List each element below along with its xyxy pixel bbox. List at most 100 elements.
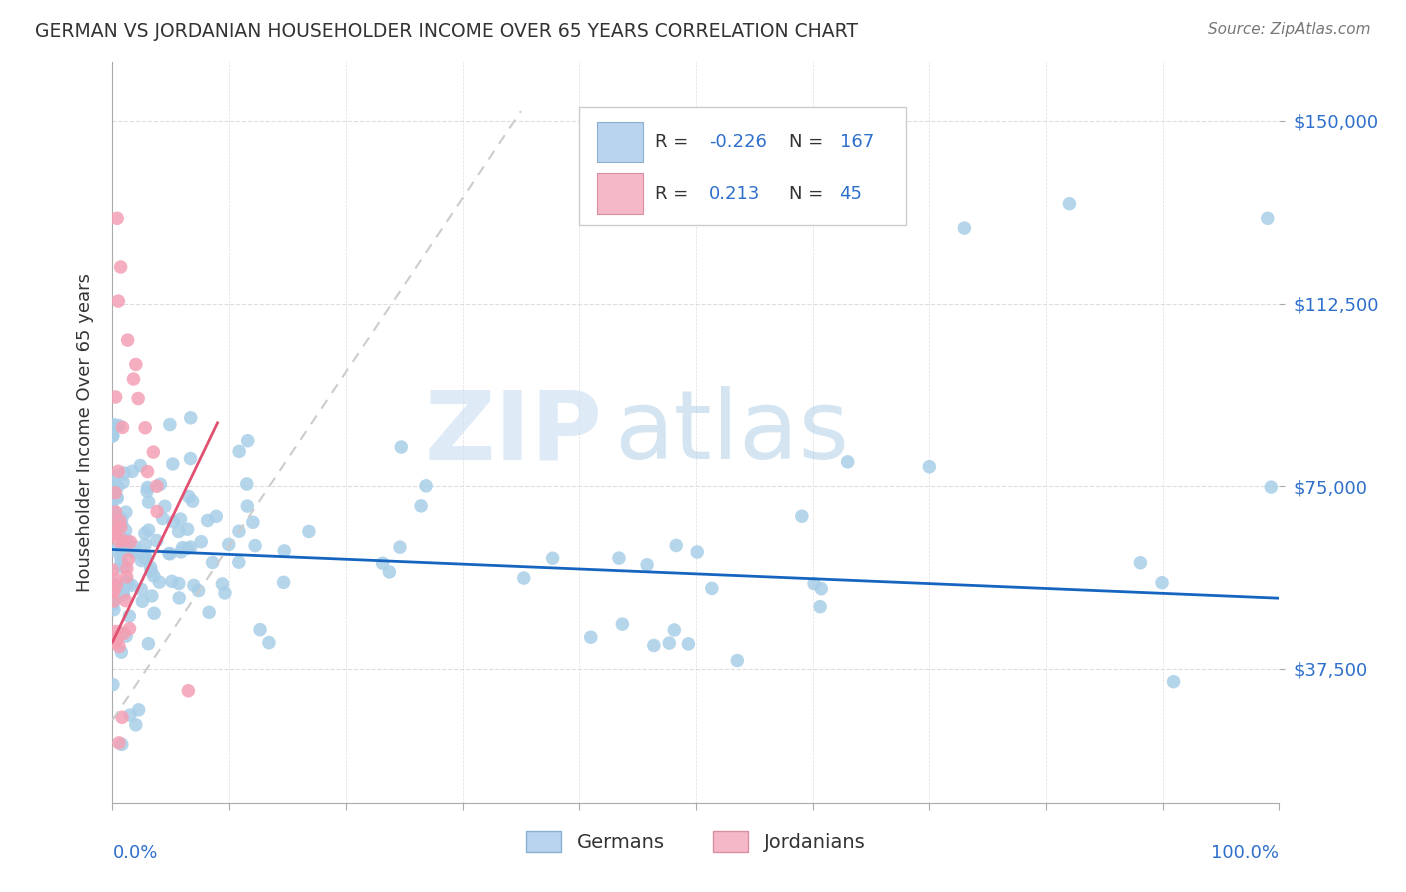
Point [110,260,132,274]
Point [120,534,142,549]
Point [111,420,134,434]
Point [110,541,132,555]
Point [104,390,127,404]
Point [125,358,148,372]
Point [110,555,132,569]
Point [236,477,259,491]
Text: 100.0%: 100.0% [1212,844,1279,862]
Point [104,478,127,492]
Point [112,588,135,602]
Point [104,509,127,524]
Point [607,551,630,566]
Point [117,552,139,566]
Text: 0.0%: 0.0% [112,844,157,862]
Point [114,533,136,547]
Y-axis label: Householder Income Over 65 years: Householder Income Over 65 years [76,273,94,592]
Point [117,577,139,591]
Point [114,524,136,538]
Point [110,626,132,640]
Point [141,564,163,578]
Point [114,466,136,480]
Point [103,631,125,645]
Point [837,455,859,469]
Point [129,458,152,473]
Point [180,451,202,466]
Point [101,528,124,542]
Point [111,582,134,597]
Point [228,555,250,569]
Point [101,677,124,691]
Point [134,550,156,565]
Point [104,505,127,519]
Point [167,591,190,605]
Point [273,544,295,558]
Point [110,549,132,564]
Point [636,558,658,572]
Text: 167: 167 [839,133,873,151]
Point [104,635,127,649]
Point [187,583,209,598]
Point [101,563,124,577]
Point [378,565,401,579]
Text: N =: N = [789,133,830,151]
Point [177,683,200,698]
Point [104,572,127,586]
Point [121,578,143,592]
Point [242,516,264,530]
Point [118,622,141,636]
Point [107,480,129,494]
Point [108,514,131,528]
Point [142,569,165,583]
Point [658,636,681,650]
Point [104,593,127,607]
Point [298,524,321,539]
Point [112,559,135,574]
Point [181,494,204,508]
Point [146,504,169,518]
Point [579,630,602,644]
Legend: Germans, Jordanians: Germans, Jordanians [519,823,873,860]
Point [136,484,159,499]
Point [1129,556,1152,570]
Point [103,506,125,520]
Point [389,440,412,454]
Point [205,509,228,524]
Point [273,575,295,590]
Point [117,535,139,549]
Point [197,514,219,528]
Point [111,737,134,751]
Point [153,500,176,514]
Point [108,560,131,574]
Point [107,464,129,478]
Point [1257,211,1279,226]
Point [148,575,170,590]
Point [111,587,134,601]
Point [101,478,124,492]
Point [111,710,134,724]
Point [1163,674,1185,689]
Point [172,541,194,555]
Point [810,582,832,596]
Point [122,545,145,559]
Point [790,509,813,524]
Point [125,718,148,732]
Point [101,428,124,442]
Point [103,577,125,591]
FancyBboxPatch shape [579,107,905,226]
Point [101,482,124,496]
Point [170,545,193,559]
Point [134,549,156,564]
Point [180,540,202,554]
Point [112,475,135,490]
Point [167,576,190,591]
Point [136,465,159,479]
Point [808,599,831,614]
Point [105,490,128,504]
Point [114,539,136,553]
Point [115,561,138,575]
Point [388,540,411,554]
Point [176,522,198,536]
Point [115,629,138,643]
Point [152,511,174,525]
Point [108,736,131,750]
